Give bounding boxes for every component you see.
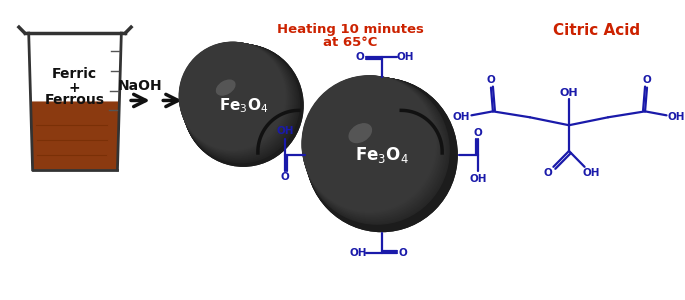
Polygon shape [31,101,119,170]
Ellipse shape [306,77,456,230]
Ellipse shape [305,77,453,228]
Text: O: O [356,52,364,62]
Ellipse shape [304,76,449,224]
Text: OH: OH [397,52,414,62]
Text: Ferric: Ferric [52,67,97,81]
Ellipse shape [180,43,292,157]
Ellipse shape [302,76,440,216]
Ellipse shape [349,123,372,143]
Ellipse shape [303,76,447,223]
Ellipse shape [182,43,298,162]
Ellipse shape [181,43,295,159]
Text: Citric Acid: Citric Acid [553,23,640,38]
Ellipse shape [182,43,297,161]
Text: +: + [68,81,80,94]
Ellipse shape [183,44,303,167]
Ellipse shape [179,42,286,150]
Ellipse shape [216,80,236,96]
Ellipse shape [301,75,436,212]
Ellipse shape [306,78,458,232]
Ellipse shape [181,43,295,158]
Text: OH: OH [453,112,471,122]
Text: O: O [543,168,552,178]
Text: Ferrous: Ferrous [45,94,105,107]
Ellipse shape [179,42,290,154]
Ellipse shape [182,44,302,165]
Ellipse shape [305,77,454,229]
Ellipse shape [180,42,291,156]
Ellipse shape [182,44,301,164]
Ellipse shape [183,44,303,167]
Ellipse shape [179,42,290,155]
Ellipse shape [305,77,452,227]
Text: OH: OH [349,248,367,258]
Ellipse shape [179,42,288,152]
Ellipse shape [302,76,438,214]
Text: O: O [474,128,483,138]
Ellipse shape [304,77,451,226]
Ellipse shape [304,77,450,225]
Ellipse shape [181,43,296,160]
Ellipse shape [182,44,300,164]
Text: O: O [281,172,290,182]
Ellipse shape [182,44,299,163]
Text: OH: OH [667,112,685,122]
Text: OH: OH [277,126,294,136]
Ellipse shape [301,75,437,213]
Ellipse shape [303,76,443,218]
Text: O: O [643,75,651,85]
Ellipse shape [306,78,458,232]
Ellipse shape [306,77,457,231]
Text: OH: OH [583,168,600,178]
Ellipse shape [179,42,286,151]
Text: Heating 10 minutes: Heating 10 minutes [277,23,424,36]
Ellipse shape [303,76,447,222]
Text: OH: OH [560,88,578,98]
Ellipse shape [302,76,440,215]
Text: at 65°C: at 65°C [323,36,377,49]
Ellipse shape [303,76,445,220]
Text: OH: OH [469,174,487,184]
Ellipse shape [303,76,444,220]
Text: O: O [486,75,495,85]
Ellipse shape [179,42,288,153]
Text: Fe$_3$O$_4$: Fe$_3$O$_4$ [355,145,408,165]
Ellipse shape [180,43,293,157]
Ellipse shape [183,44,303,166]
Text: O: O [399,248,408,258]
Text: Fe$_3$O$_4$: Fe$_3$O$_4$ [219,96,268,115]
Text: NaOH: NaOH [118,79,162,92]
Ellipse shape [303,76,442,218]
